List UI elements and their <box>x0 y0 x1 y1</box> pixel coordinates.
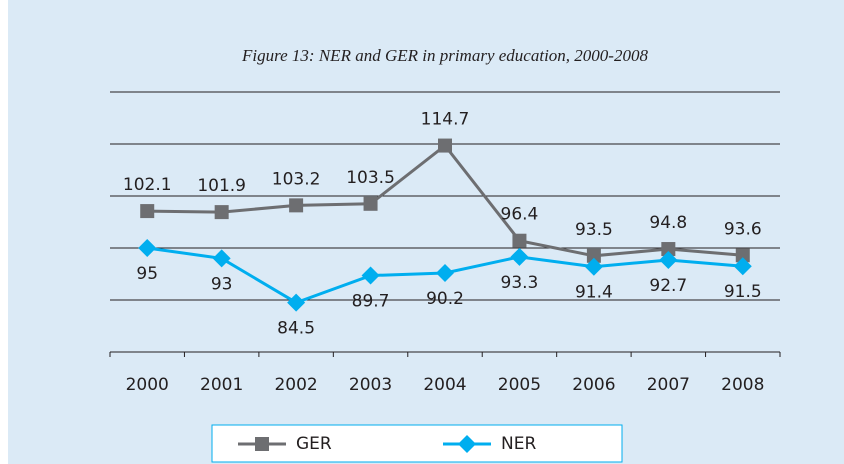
background <box>8 0 844 464</box>
data-label: 103.5 <box>346 168 395 188</box>
data-point <box>659 250 678 269</box>
data-label: 92.7 <box>649 276 687 296</box>
data-label: 90.2 <box>426 289 464 309</box>
data-point <box>138 239 157 257</box>
data-label: 93.3 <box>501 273 539 293</box>
data-label: 93 <box>211 274 233 294</box>
chart-title: Figure 13: NER and GER in primary educat… <box>241 46 648 65</box>
data-point <box>214 205 229 220</box>
data-label: 95 <box>136 264 158 284</box>
x-tick-label: 2000 <box>126 375 169 395</box>
data-point <box>438 138 452 153</box>
data-label: 94.8 <box>649 213 687 233</box>
data-label: 103.2 <box>272 169 321 189</box>
data-point <box>436 263 454 282</box>
legend-label: GER <box>296 434 332 454</box>
x-tick-label: 2004 <box>423 375 466 395</box>
data-point <box>584 257 603 276</box>
data-label: 96.4 <box>501 205 539 225</box>
data-label: 91.5 <box>724 282 762 302</box>
legend-marker <box>255 437 269 451</box>
data-point <box>735 248 750 263</box>
legend-label: NER <box>501 434 536 454</box>
data-label: 101.9 <box>197 176 246 196</box>
x-tick-label: 2003 <box>349 375 392 395</box>
data-point <box>140 204 155 219</box>
data-point <box>287 293 306 312</box>
x-tick-label: 2001 <box>200 375 243 395</box>
data-label: 102.1 <box>123 175 172 195</box>
data-point <box>733 257 752 276</box>
x-tick-label: 2006 <box>572 375 615 395</box>
data-point <box>289 198 304 213</box>
legend-marker <box>458 435 476 453</box>
x-tick-label: 2002 <box>274 375 317 395</box>
data-label: 89.7 <box>352 292 390 312</box>
data-label: 93.6 <box>724 219 762 239</box>
x-tick-label: 2007 <box>647 375 690 395</box>
data-label: 114.7 <box>421 110 470 130</box>
data-point <box>586 248 601 263</box>
data-point <box>212 249 231 268</box>
x-tick-label: 2005 <box>498 375 541 395</box>
data-point <box>361 266 380 285</box>
data-label: 84.5 <box>277 319 315 339</box>
data-point <box>510 247 529 266</box>
data-point <box>363 196 378 211</box>
data-label: 93.5 <box>575 220 613 240</box>
data-label: 91.4 <box>575 283 613 303</box>
data-point <box>512 233 527 248</box>
x-tick-label: 2008 <box>721 375 764 395</box>
data-point <box>661 242 676 257</box>
